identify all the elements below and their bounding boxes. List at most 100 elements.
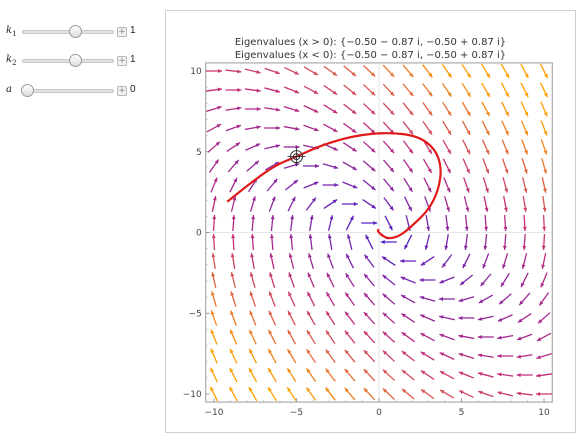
field-arrow — [458, 334, 475, 340]
field-arrow — [303, 66, 319, 76]
field-arrow — [441, 254, 453, 268]
field-arrow — [520, 120, 529, 136]
field-arrow — [286, 386, 297, 402]
field-arrow — [503, 196, 508, 212]
field-arrow — [363, 311, 376, 325]
field-arrow — [501, 101, 510, 117]
field-arrow — [537, 312, 551, 324]
field-arrow — [268, 329, 277, 345]
field-arrow — [210, 177, 218, 193]
field-arrow — [422, 64, 433, 78]
field-arrow — [206, 69, 222, 73]
field-arrow — [303, 164, 320, 168]
field-arrow — [483, 196, 489, 212]
field-arrow — [516, 391, 533, 396]
field-arrow — [230, 196, 237, 212]
k1-slider-thumb[interactable] — [69, 25, 82, 38]
k1-expand-button[interactable]: + — [117, 27, 127, 37]
field-arrow — [249, 291, 257, 307]
a-slider-thumb[interactable] — [21, 84, 34, 97]
field-arrow — [209, 386, 219, 402]
field-arrow — [268, 196, 276, 212]
field-arrow — [402, 159, 414, 173]
field-arrow — [342, 161, 358, 171]
field-arrow — [308, 233, 313, 251]
field-arrow — [323, 199, 338, 209]
field-arrow — [231, 233, 236, 251]
field-arrow — [269, 233, 274, 251]
field-arrow — [441, 64, 453, 78]
field-arrow — [540, 120, 548, 136]
field-arrow — [383, 197, 395, 211]
field-arrow — [478, 390, 494, 398]
field-arrow — [402, 102, 414, 116]
field-arrow — [502, 233, 507, 251]
field-arrow — [344, 292, 356, 306]
field-arrow — [268, 291, 276, 307]
field-arrow — [287, 329, 297, 345]
field-arrow — [284, 179, 299, 191]
field-arrow — [229, 177, 238, 193]
field-arrow — [325, 387, 336, 401]
k2-slider-thumb[interactable] — [69, 54, 82, 67]
field-arrow — [362, 141, 376, 153]
field-arrow — [522, 214, 527, 232]
field-arrow — [283, 163, 300, 169]
field-arrow — [249, 272, 256, 288]
field-arrow — [477, 372, 494, 378]
a-slider[interactable] — [21, 84, 114, 97]
field-arrow — [347, 234, 353, 250]
field-arrow — [227, 159, 240, 173]
plot-panel: Eigenvalues (x > 0): {−0.50 − 0.87 i, −0… — [165, 10, 576, 433]
field-arrow — [500, 82, 510, 98]
field-arrow — [481, 82, 491, 98]
field-arrow — [382, 102, 395, 116]
field-arrow — [325, 310, 336, 326]
k2-expand-button[interactable]: + — [117, 56, 127, 66]
k2-slider[interactable] — [22, 54, 114, 67]
field-arrow — [463, 177, 470, 193]
field-arrow — [458, 352, 475, 359]
field-arrow — [419, 314, 436, 322]
field-arrow — [541, 177, 547, 193]
k1-slider[interactable] — [22, 25, 114, 38]
field-arrow — [244, 107, 261, 111]
field-arrow — [521, 253, 528, 269]
field-arrow — [230, 253, 236, 269]
field-arrow — [463, 196, 470, 212]
field-arrow — [264, 161, 280, 171]
field-arrow — [442, 101, 452, 117]
k2-value: 1 — [130, 54, 136, 65]
field-arrow — [520, 82, 529, 98]
field-arrow — [365, 234, 374, 250]
field-arrow — [325, 291, 336, 307]
k2-label: k2 — [6, 54, 17, 67]
field-arrow — [380, 240, 397, 244]
field-arrow — [248, 367, 258, 383]
field-arrow — [502, 253, 509, 269]
field-arrow — [322, 183, 339, 187]
field-arrow — [251, 214, 256, 232]
field-arrow — [226, 142, 241, 152]
field-arrow — [229, 386, 238, 402]
field-arrow — [477, 353, 494, 358]
field-arrow — [442, 120, 452, 136]
field-arrow — [289, 233, 294, 251]
field-arrow — [382, 64, 395, 78]
a-expand-button[interactable]: + — [117, 86, 127, 96]
field-arrow — [249, 310, 257, 326]
field-arrow — [483, 233, 488, 251]
field-arrow — [323, 123, 338, 133]
field-arrow — [267, 348, 277, 364]
field-arrow — [322, 163, 339, 169]
field-arrow — [458, 371, 475, 379]
field-arrow — [439, 276, 455, 284]
y-tick-label: 10 — [190, 67, 202, 77]
field-arrow — [287, 310, 296, 326]
field-arrow — [229, 329, 238, 345]
phase-portrait-plot[interactable]: −10−10 −5 −5 0 0 5 5 10 10 — [166, 11, 575, 432]
field-arrow — [540, 101, 548, 117]
field-arrow — [229, 367, 238, 383]
field-arrow — [264, 144, 281, 150]
field-arrow — [535, 373, 553, 378]
